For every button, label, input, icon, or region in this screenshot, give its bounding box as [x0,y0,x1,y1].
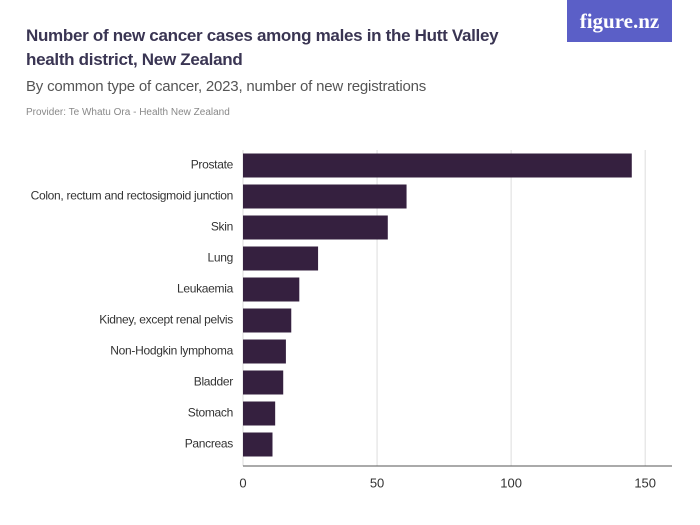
bar [243,215,388,240]
bar [243,153,632,178]
y-tick-label: Leukaemia [177,282,234,296]
y-tick-label: Stomach [188,406,233,420]
bar [243,308,292,333]
provider: Provider: Te Whatu Ora - Health New Zeal… [26,107,230,118]
x-tick-label: 50 [370,475,384,490]
logo[interactable]: figure.nz [567,0,672,42]
y-tick-label: Skin [211,220,233,234]
x-tick-label: 150 [634,475,656,490]
bar [243,432,273,457]
y-tick-label: Bladder [194,375,234,389]
bar [243,401,276,426]
bar [243,184,407,209]
y-tick-label: Pancreas [185,437,234,451]
bar [243,246,319,271]
y-tick-label: Prostate [191,158,234,172]
bar [243,339,286,364]
bar [243,370,284,395]
y-tick-label: Kidney, except renal pelvis [99,313,233,327]
y-tick-label: Colon, rectum and rectosigmoid junction [31,189,233,203]
y-tick-label: Non-Hodgkin lymphoma [110,344,233,358]
y-tick-label: Lung [208,251,234,265]
bar [243,277,300,302]
x-tick-label: 0 [239,475,246,490]
chart-title: Number of new cancer cases among males i… [26,26,499,69]
chart-subtitle: By common type of cancer, 2023, number o… [26,78,427,95]
x-tick-label: 100 [500,475,522,490]
